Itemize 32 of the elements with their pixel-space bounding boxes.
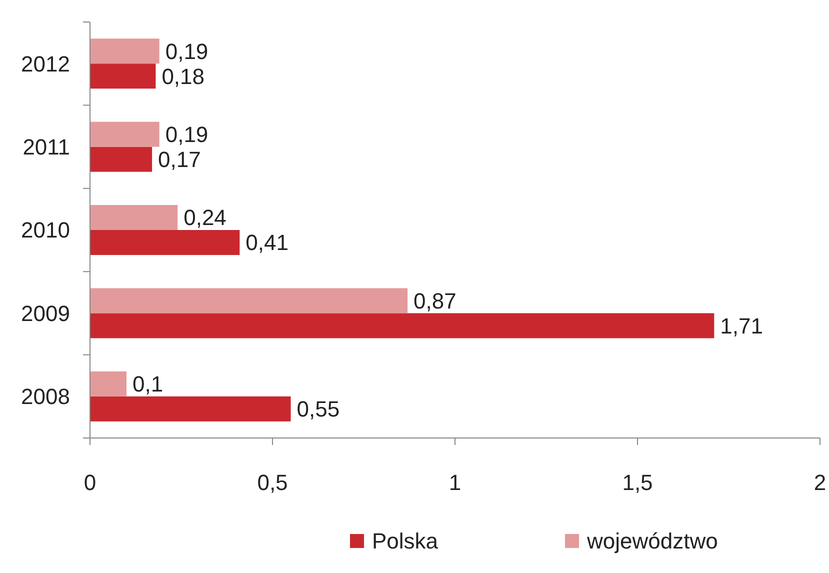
data-label: 0,87 xyxy=(414,288,456,314)
data-label: 0,41 xyxy=(246,230,288,256)
x-tick-label: 0 xyxy=(84,470,96,495)
bar xyxy=(90,205,178,230)
x-tick-label: 1,5 xyxy=(622,470,653,495)
data-label: 0,17 xyxy=(158,147,201,172)
data-label: 0,19 xyxy=(165,122,208,147)
data-label: 1,71 xyxy=(720,313,763,338)
x-tick-label: 1 xyxy=(448,470,462,495)
data-label: 0,1 xyxy=(132,372,164,397)
bar xyxy=(90,230,240,255)
data-label: 0,18 xyxy=(162,64,205,89)
data-label: 0,24 xyxy=(184,205,226,230)
y-tick-label: 2012 xyxy=(21,51,70,76)
data-label: 0,19 xyxy=(165,38,208,64)
y-tick-label: 2008 xyxy=(21,384,70,410)
bar xyxy=(90,371,126,396)
bar xyxy=(90,146,152,172)
y-tick-label: 2010 xyxy=(21,218,70,243)
legend-label: województwo xyxy=(586,528,718,554)
bar xyxy=(90,313,714,338)
x-tick-label: 0,5 xyxy=(257,470,288,495)
y-tick-label: 2009 xyxy=(21,300,70,326)
x-tick-label: 2 xyxy=(814,470,826,495)
legend-label: Polska xyxy=(372,528,439,554)
bar xyxy=(90,38,160,64)
bar xyxy=(90,122,160,147)
bar xyxy=(90,288,408,314)
bar xyxy=(90,396,291,422)
data-label: 0,55 xyxy=(296,396,340,422)
y-tick-label: 2011 xyxy=(22,134,70,160)
bar xyxy=(90,64,156,89)
